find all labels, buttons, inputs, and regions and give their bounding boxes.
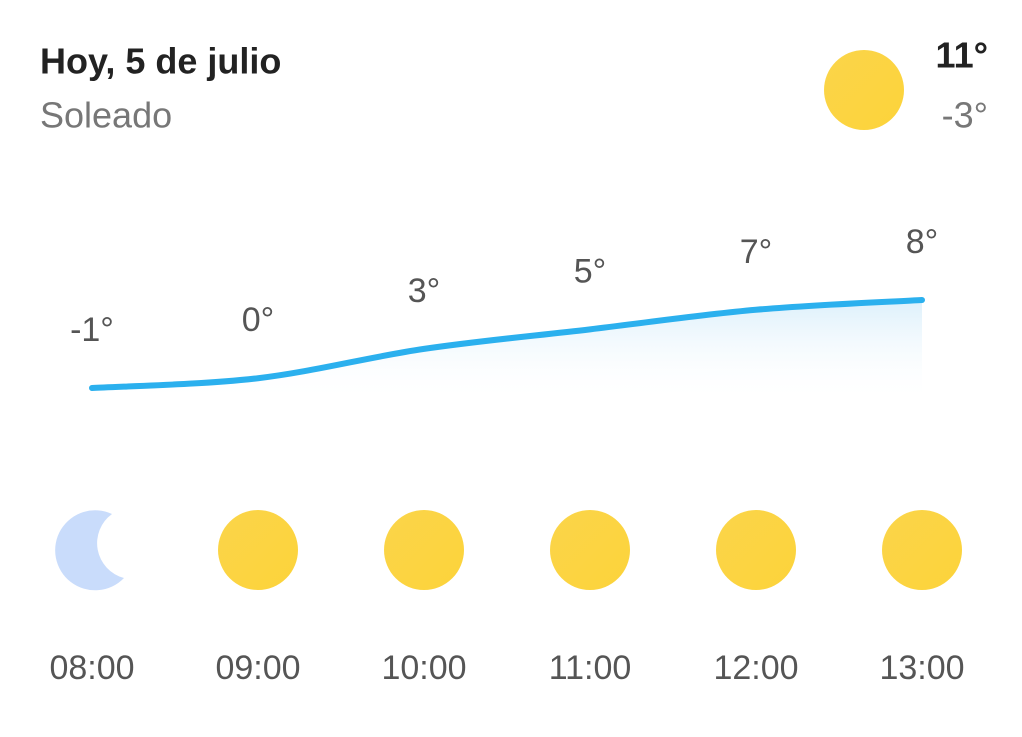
temperature-line	[89, 297, 925, 391]
hour-label: 09:00	[215, 649, 300, 687]
temperature-label: 7°	[740, 233, 773, 271]
condition: Soleado	[40, 95, 172, 136]
hour-label: 08:00	[49, 649, 134, 687]
sun-icon	[218, 510, 298, 590]
high-temp: 11°	[936, 35, 988, 76]
hour-label: 13:00	[879, 649, 964, 687]
hour-label: 11:00	[549, 649, 632, 687]
hour-label: 12:00	[713, 649, 798, 687]
hour-icons	[55, 510, 962, 591]
title: Hoy, 5 de julio	[40, 41, 281, 82]
sun-icon	[882, 510, 962, 590]
low-temp: -3°	[942, 95, 988, 136]
temperature-label: 0°	[242, 301, 275, 339]
temperature-label: 5°	[574, 252, 607, 290]
temperature-label: 3°	[408, 272, 441, 310]
hour-label: 10:00	[381, 649, 466, 687]
sun-icon	[384, 510, 464, 590]
temperature-label: -1°	[70, 311, 114, 349]
temperature-label: 8°	[906, 223, 939, 261]
sun-icon	[716, 510, 796, 590]
sun-icon	[824, 50, 904, 130]
moon-icon	[55, 510, 124, 591]
temperature-area	[92, 300, 922, 402]
sun-icon	[550, 510, 630, 590]
